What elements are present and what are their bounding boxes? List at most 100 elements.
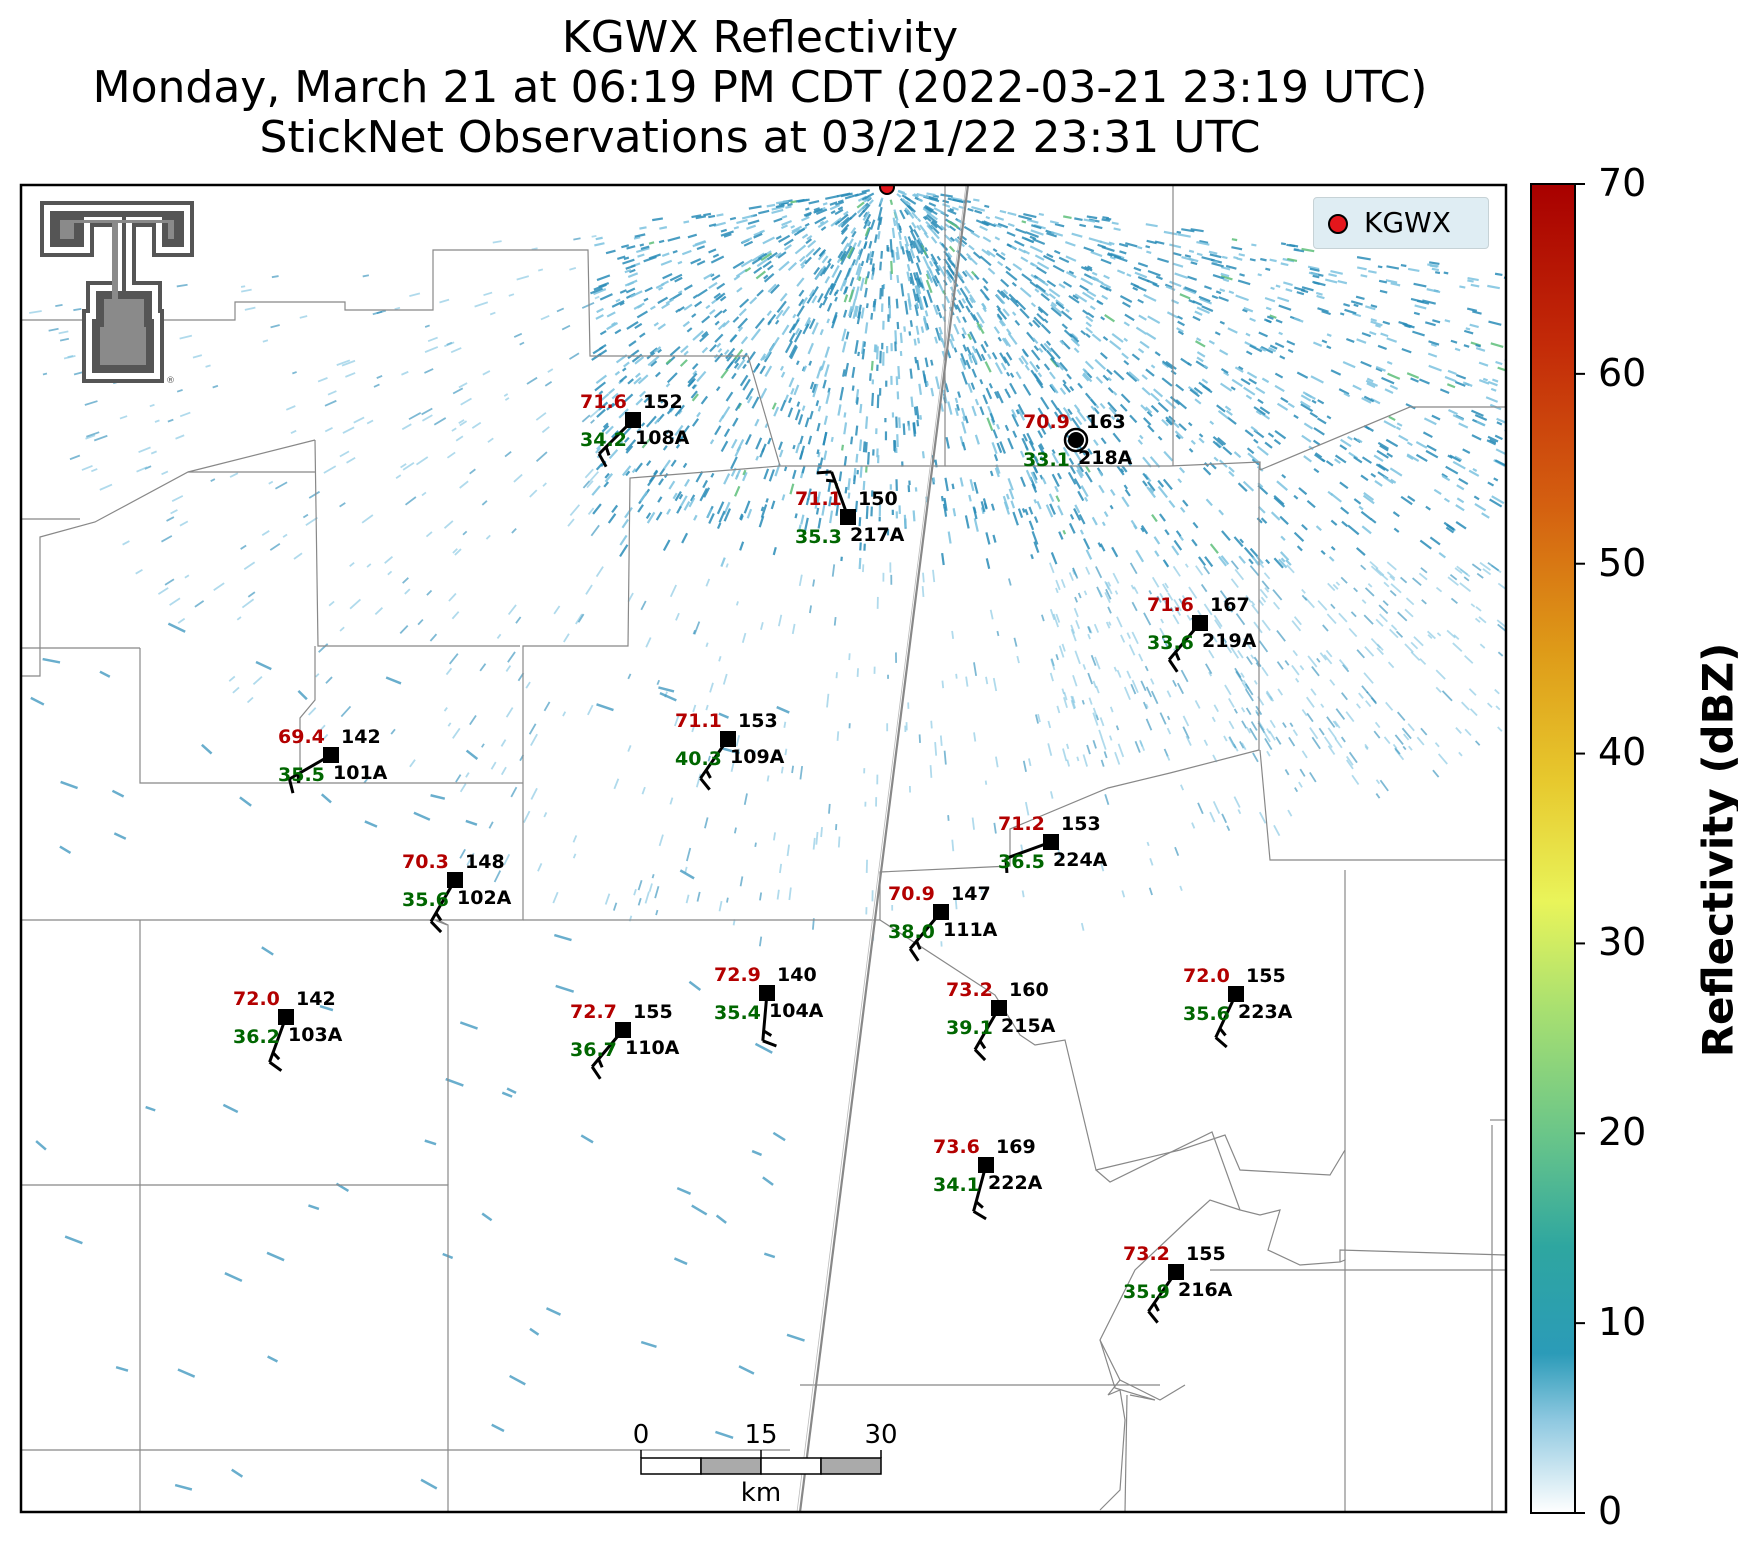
echo-streak — [648, 241, 655, 245]
echo-streak — [1048, 288, 1061, 298]
echo-streak — [974, 434, 980, 445]
echo-streak — [1182, 287, 1197, 295]
echo-streak — [626, 245, 636, 250]
echo-streak — [1127, 461, 1132, 467]
echo-streak — [677, 409, 683, 415]
echo-streak — [268, 480, 274, 485]
echo-streak — [775, 200, 789, 205]
echo-streak — [503, 393, 509, 397]
echo-streak — [947, 209, 957, 215]
echo-streak — [1291, 664, 1300, 676]
echo-streak — [1212, 274, 1225, 280]
echo-streak — [1240, 377, 1251, 386]
echo-streak — [529, 1327, 540, 1336]
echo-streak — [1020, 355, 1029, 366]
echo-streak — [964, 415, 969, 424]
echo-streak — [1053, 411, 1063, 424]
echo-streak — [1049, 220, 1059, 225]
echo-streak — [959, 477, 964, 487]
echo-streak — [696, 411, 701, 418]
echo-streak — [735, 601, 739, 606]
echo-streak — [1036, 261, 1050, 270]
echo-streak — [395, 474, 402, 479]
echo-streak — [1413, 636, 1424, 647]
echo-streak — [645, 637, 652, 648]
echo-streak — [611, 321, 617, 327]
texas-tech-double-t-logo: ® — [40, 201, 194, 386]
echo-streak — [1368, 269, 1377, 274]
echo-streak — [1073, 508, 1082, 521]
echo-streak — [1387, 372, 1401, 380]
echo-streak — [1383, 581, 1390, 588]
echo-streak — [1465, 327, 1471, 331]
echo-streak — [1389, 467, 1403, 477]
echo-streak — [1227, 327, 1238, 334]
echo-streak — [1040, 396, 1050, 410]
echo-streak — [1006, 392, 1012, 399]
echo-streak — [1063, 696, 1068, 709]
echo-streak — [1356, 703, 1361, 709]
echo-streak — [1118, 242, 1129, 248]
station-pressure: 160 — [1009, 979, 1049, 1001]
echo-streak — [639, 243, 645, 247]
echo-streak — [1100, 736, 1107, 750]
echo-streak — [913, 228, 920, 238]
echo-streak — [656, 679, 661, 686]
echo-streak — [732, 417, 739, 427]
echo-streak — [1300, 394, 1312, 402]
echo-streak — [915, 293, 920, 303]
wind-barb-flag — [762, 1039, 777, 1048]
echo-streak — [687, 372, 698, 384]
echo-streak — [1045, 340, 1052, 346]
echo-streak — [678, 433, 687, 443]
echo-streak — [1341, 520, 1349, 528]
echo-streak — [1334, 737, 1343, 749]
echo-streak — [602, 439, 607, 445]
wind-barb-flag — [908, 947, 920, 962]
echo-streak — [1101, 294, 1109, 301]
echo-streak — [1062, 280, 1073, 288]
echo-streak — [796, 277, 805, 287]
echo-streak — [1137, 262, 1149, 268]
echo-streak — [504, 397, 510, 401]
echo-streak — [836, 731, 840, 741]
echo-streak — [1433, 488, 1442, 495]
echo-streak — [1274, 342, 1285, 349]
echo-streak — [1095, 566, 1103, 579]
station-id: 109A — [730, 746, 785, 768]
echo-streak — [1209, 811, 1216, 823]
echo-streak — [1360, 474, 1369, 482]
echo-streak — [1166, 715, 1171, 721]
echo-streak — [1065, 271, 1077, 279]
echo-streak — [1030, 349, 1041, 361]
echo-streak — [976, 322, 985, 335]
echo-streak — [1250, 426, 1258, 433]
echo-streak — [1325, 649, 1333, 658]
echo-streak — [1332, 583, 1339, 590]
echo-streak — [1464, 728, 1472, 737]
echo-streak — [1489, 498, 1503, 508]
echo-streak — [1018, 214, 1032, 221]
echo-streak — [1099, 402, 1106, 410]
echo-streak — [849, 277, 855, 287]
echo-streak — [1377, 463, 1390, 472]
echo-streak — [1069, 513, 1075, 520]
echo-streak — [847, 238, 854, 248]
echo-streak — [1283, 281, 1293, 287]
echo-streak — [1002, 356, 1011, 367]
echo-streak — [709, 439, 715, 445]
colorbar-tick-0: 0 — [1598, 1489, 1623, 1533]
echo-streak — [795, 360, 800, 366]
echo-streak — [591, 485, 601, 496]
echo-streak — [1007, 478, 1014, 491]
echo-streak — [909, 230, 917, 241]
echo-streak — [718, 656, 722, 662]
echo-streak — [720, 440, 729, 453]
echo-streak — [1196, 351, 1206, 358]
echo-streak — [862, 211, 870, 221]
echo-streak — [1389, 628, 1399, 639]
echo-streak — [1170, 369, 1177, 376]
echo-streak — [1028, 758, 1032, 767]
echo-streak — [1375, 365, 1386, 372]
echo-streak — [1112, 391, 1118, 396]
